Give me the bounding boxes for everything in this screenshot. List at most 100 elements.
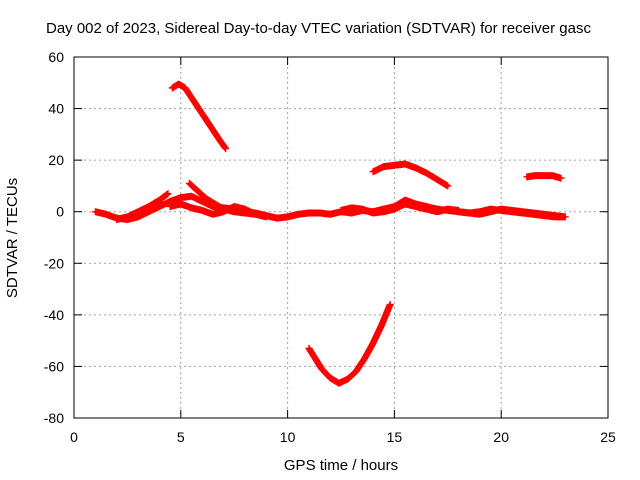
data-point bbox=[329, 213, 332, 216]
data-point bbox=[297, 213, 300, 216]
data-point bbox=[200, 112, 204, 115]
data-point bbox=[329, 376, 332, 380]
data-point bbox=[158, 198, 161, 202]
series-track-8 bbox=[166, 200, 270, 221]
data-point bbox=[265, 215, 268, 219]
data-point bbox=[320, 367, 323, 371]
data-point bbox=[200, 200, 204, 203]
data-point bbox=[307, 211, 311, 215]
x-tick-label: 20 bbox=[493, 429, 509, 445]
data-point bbox=[425, 171, 428, 175]
series-track-2 bbox=[369, 160, 452, 190]
y-tick-label: 0 bbox=[56, 204, 64, 220]
data-point bbox=[393, 164, 396, 167]
data-point bbox=[136, 210, 140, 213]
data-point bbox=[559, 176, 563, 180]
data-point bbox=[551, 174, 554, 177]
data-point bbox=[388, 303, 392, 306]
y-tick-label: -40 bbox=[44, 307, 64, 323]
data-point bbox=[371, 211, 375, 215]
data-point bbox=[115, 218, 118, 221]
data-point bbox=[233, 210, 236, 213]
series-marks bbox=[305, 301, 394, 387]
plot-marks bbox=[91, 80, 569, 387]
data-point bbox=[339, 209, 343, 212]
data-point bbox=[183, 86, 187, 90]
y-tick-label: 60 bbox=[48, 49, 64, 65]
data-point bbox=[446, 184, 449, 188]
data-point bbox=[425, 207, 428, 211]
data-point bbox=[209, 125, 212, 128]
data-point bbox=[179, 196, 182, 199]
data-point bbox=[457, 210, 460, 213]
data-point bbox=[222, 210, 225, 213]
data-point bbox=[158, 205, 161, 208]
data-point bbox=[553, 214, 556, 217]
series-marks bbox=[454, 205, 569, 221]
data-point bbox=[188, 182, 191, 185]
x-axis-title: GPS time / hours bbox=[284, 457, 398, 474]
data-point bbox=[200, 209, 204, 212]
y-tick-label: 40 bbox=[48, 101, 64, 117]
data-point bbox=[532, 211, 535, 215]
data-point bbox=[542, 213, 546, 216]
data-point bbox=[147, 205, 150, 208]
data-point bbox=[314, 357, 317, 360]
data-point bbox=[382, 165, 385, 168]
data-point bbox=[94, 210, 97, 213]
data-point bbox=[177, 82, 180, 86]
data-point bbox=[233, 205, 236, 208]
x-tick-label: 10 bbox=[280, 429, 296, 445]
data-point bbox=[190, 195, 193, 198]
data-point bbox=[243, 207, 247, 211]
series-track-3 bbox=[523, 172, 565, 182]
data-point bbox=[478, 213, 482, 216]
data-point bbox=[171, 86, 174, 90]
data-point bbox=[166, 192, 170, 195]
chart-title: Day 002 of 2023, Sidereal Day-to-day VTE… bbox=[46, 20, 591, 37]
data-point bbox=[467, 211, 471, 215]
data-point bbox=[435, 210, 439, 213]
data-point bbox=[211, 213, 215, 216]
data-point bbox=[254, 213, 257, 216]
data-point bbox=[126, 215, 129, 219]
data-point bbox=[346, 378, 349, 381]
series-track-1 bbox=[168, 80, 230, 153]
y-tick-label: 20 bbox=[48, 152, 64, 168]
series-marks bbox=[168, 80, 230, 153]
data-point bbox=[179, 202, 182, 206]
y-axis-title: SDTVAR / TECUs bbox=[4, 178, 21, 298]
x-tick-label: 25 bbox=[600, 429, 616, 445]
data-point bbox=[380, 323, 383, 327]
data-point bbox=[286, 215, 289, 219]
x-tick-label: 15 bbox=[387, 429, 403, 445]
data-point bbox=[363, 357, 366, 360]
data-point bbox=[382, 210, 385, 213]
data-point bbox=[361, 207, 364, 211]
x-tick-label: 5 bbox=[177, 429, 185, 445]
data-point bbox=[350, 206, 353, 210]
data-point bbox=[147, 210, 150, 213]
data-point bbox=[205, 197, 208, 201]
series-track-4 bbox=[305, 301, 394, 387]
data-point bbox=[213, 202, 217, 206]
data-point bbox=[500, 207, 503, 211]
data-point bbox=[354, 370, 358, 373]
y-tick-label: -60 bbox=[44, 358, 64, 374]
data-point bbox=[446, 207, 449, 211]
data-point bbox=[136, 215, 140, 219]
y-tick-label: -80 bbox=[44, 410, 64, 426]
data-point bbox=[521, 210, 524, 213]
plot-frame bbox=[73, 56, 609, 419]
data-point bbox=[542, 174, 546, 177]
data-point bbox=[435, 178, 439, 181]
series-track-11 bbox=[454, 205, 569, 221]
data-point bbox=[403, 162, 407, 166]
series-track-6 bbox=[113, 190, 172, 223]
data-point bbox=[564, 215, 567, 219]
data-point bbox=[371, 170, 375, 173]
data-point bbox=[350, 211, 353, 215]
data-point bbox=[510, 209, 514, 212]
data-point bbox=[525, 175, 529, 179]
